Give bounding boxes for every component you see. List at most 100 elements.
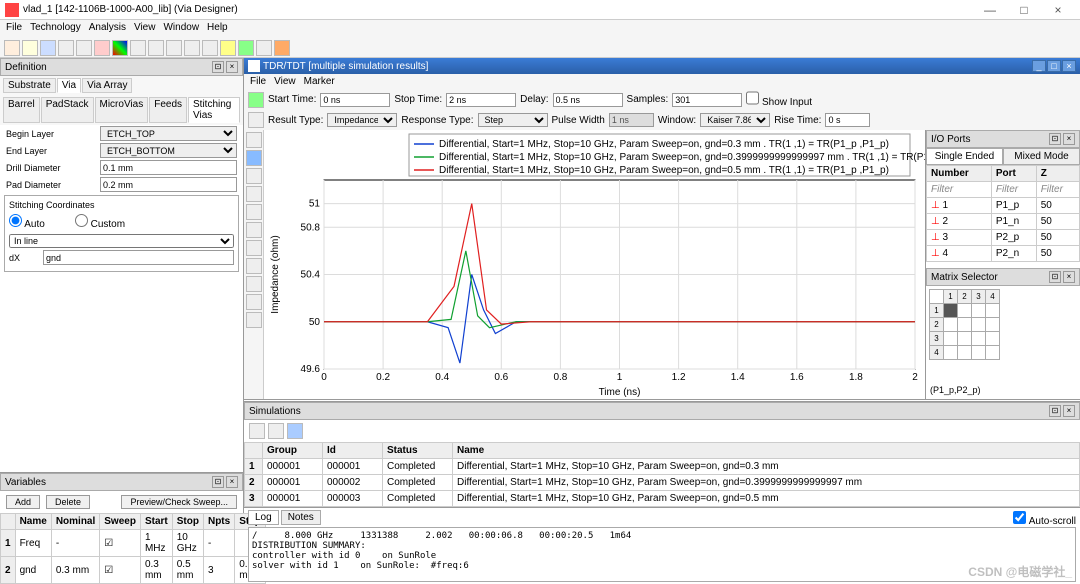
tdr-menu-marker[interactable]: Marker (304, 76, 335, 87)
stop-time-input[interactable] (446, 93, 516, 107)
tab-barrel[interactable]: Barrel (3, 97, 40, 123)
show-input-check[interactable]: Show Input (746, 91, 812, 108)
pad-input[interactable] (100, 177, 237, 192)
tool-gear-icon[interactable] (166, 40, 182, 56)
vtool-zoom-icon[interactable] (246, 150, 262, 166)
mx-close-icon[interactable]: × (1063, 271, 1075, 283)
tab-log[interactable]: Log (248, 510, 279, 525)
tab-stitching[interactable]: Stitching Vias (188, 97, 240, 123)
sim-pin-icon[interactable]: ⊡ (1049, 405, 1061, 417)
table-row[interactable]: 1000001000001CompletedDifferential, Star… (245, 459, 1080, 475)
vtool-pan-icon[interactable] (246, 168, 262, 184)
tool-folder-icon[interactable] (220, 40, 236, 56)
table-row[interactable]: ⊥ 2P1_n50 (927, 214, 1080, 230)
tool-save-icon[interactable] (40, 40, 56, 56)
sim-chart2-icon[interactable] (268, 423, 284, 439)
tab-mixed-mode[interactable]: Mixed Mode (1003, 148, 1080, 165)
menu-help[interactable]: Help (207, 22, 228, 36)
stitch-mode-select[interactable]: In line (9, 234, 234, 248)
tool-palette-icon[interactable] (112, 40, 128, 56)
vtool-rect-icon[interactable] (246, 240, 262, 256)
radio-custom[interactable]: Custom (75, 214, 125, 230)
tool-play-icon[interactable] (238, 40, 254, 56)
tool-export-icon[interactable] (274, 40, 290, 56)
tab-via[interactable]: Via (57, 78, 81, 93)
tool-search-icon[interactable] (58, 40, 74, 56)
vtool-move-icon[interactable] (246, 294, 262, 310)
tab-single-ended[interactable]: Single Ended (926, 148, 1003, 165)
panel-pin-icon[interactable]: ⊡ (212, 61, 224, 73)
tool-stop-icon[interactable] (256, 40, 272, 56)
panel-close-icon[interactable]: × (226, 61, 238, 73)
tool-undo-icon[interactable] (76, 40, 92, 56)
menu-analysis[interactable]: Analysis (89, 22, 126, 36)
tool-open-icon[interactable] (22, 40, 38, 56)
io-pin-icon[interactable]: ⊡ (1049, 133, 1061, 145)
vtool-cursor-icon[interactable] (246, 132, 262, 148)
close-button[interactable]: × (1041, 3, 1075, 17)
table-row[interactable]: 1Freq-☑1 MHz10 GHz- (1, 530, 266, 557)
tab-substrate[interactable]: Substrate (3, 78, 56, 93)
tool-target-icon[interactable] (184, 40, 200, 56)
result-type-select[interactable]: Impedance (327, 113, 397, 127)
var-pin-icon[interactable]: ⊡ (212, 476, 224, 488)
delete-button[interactable]: Delete (46, 495, 90, 509)
vtool-marker-icon[interactable] (246, 204, 262, 220)
menu-window[interactable]: Window (163, 22, 199, 36)
autoscroll-check[interactable]: Auto-scroll (1013, 511, 1076, 527)
delay-input[interactable] (553, 93, 623, 107)
sim-chart-icon[interactable] (249, 423, 265, 439)
tdr-min-icon[interactable]: _ (1032, 60, 1046, 72)
run-icon[interactable] (248, 92, 264, 108)
tdr-menu-view[interactable]: View (274, 76, 296, 87)
table-row[interactable]: ⊥ 4P2_n50 (927, 246, 1080, 262)
vtool-pen-icon[interactable] (246, 222, 262, 238)
dx-input[interactable] (43, 250, 234, 265)
drill-input[interactable] (100, 160, 237, 175)
maximize-button[interactable]: □ (1007, 3, 1041, 17)
tdr-close-icon[interactable]: × (1062, 60, 1076, 72)
samples-input[interactable] (672, 93, 742, 107)
sim-close-icon[interactable]: × (1063, 405, 1075, 417)
response-type-select[interactable]: Step (478, 113, 548, 127)
tab-microvias[interactable]: MicroVias (95, 97, 149, 123)
table-row[interactable]: 2000001000002CompletedDifferential, Star… (245, 475, 1080, 491)
var-close-icon[interactable]: × (226, 476, 238, 488)
begin-layer-select[interactable]: ETCH_TOP (100, 126, 237, 141)
tab-notes[interactable]: Notes (281, 510, 321, 525)
vtool-fit-icon[interactable] (246, 186, 262, 202)
tdr-menu-file[interactable]: File (250, 76, 266, 87)
io-close-icon[interactable]: × (1063, 133, 1075, 145)
vtool-text-icon[interactable] (246, 276, 262, 292)
start-time-input[interactable] (320, 93, 390, 107)
table-row[interactable]: 3000001000003CompletedDifferential, Star… (245, 491, 1080, 507)
menu-file[interactable]: File (6, 22, 22, 36)
tool-new-icon[interactable] (4, 40, 20, 56)
tdr-max-icon[interactable]: □ (1047, 60, 1061, 72)
tool-layers-icon[interactable] (148, 40, 164, 56)
vtool-line-icon[interactable] (246, 258, 262, 274)
mx-pin-icon[interactable]: ⊡ (1049, 271, 1061, 283)
tool-redo-icon[interactable] (94, 40, 110, 56)
end-layer-select[interactable]: ETCH_BOTTOM (100, 143, 237, 158)
table-row[interactable]: ⊥ 3P2_p50 (927, 230, 1080, 246)
params-icon[interactable] (248, 112, 264, 128)
tool-refresh-icon[interactable] (202, 40, 218, 56)
minimize-button[interactable]: — (973, 3, 1007, 17)
matrix-grid[interactable]: 1234 1 2 3 4 (929, 289, 1000, 360)
menu-technology[interactable]: Technology (30, 22, 81, 36)
table-row[interactable]: ⊥ 1P1_p50 (927, 198, 1080, 214)
menu-view[interactable]: View (134, 22, 156, 36)
preview-button[interactable]: Preview/Check Sweep... (121, 495, 237, 509)
tab-via-array[interactable]: Via Array (82, 78, 132, 93)
tool-grid-icon[interactable] (130, 40, 146, 56)
add-button[interactable]: Add (6, 495, 40, 509)
tab-padstack[interactable]: PadStack (41, 97, 94, 123)
tab-feeds[interactable]: Feeds (149, 97, 187, 123)
radio-auto[interactable]: Auto (9, 214, 45, 230)
vtool-snap-icon[interactable] (246, 312, 262, 328)
rise-input[interactable] (825, 113, 870, 127)
table-row[interactable]: 2gnd0.3 mm☑0.3 mm0.5 mm30.1 mm (1, 557, 266, 584)
sim-delete-icon[interactable] (287, 423, 303, 439)
window-select[interactable]: Kaiser 7.865 (700, 113, 770, 127)
